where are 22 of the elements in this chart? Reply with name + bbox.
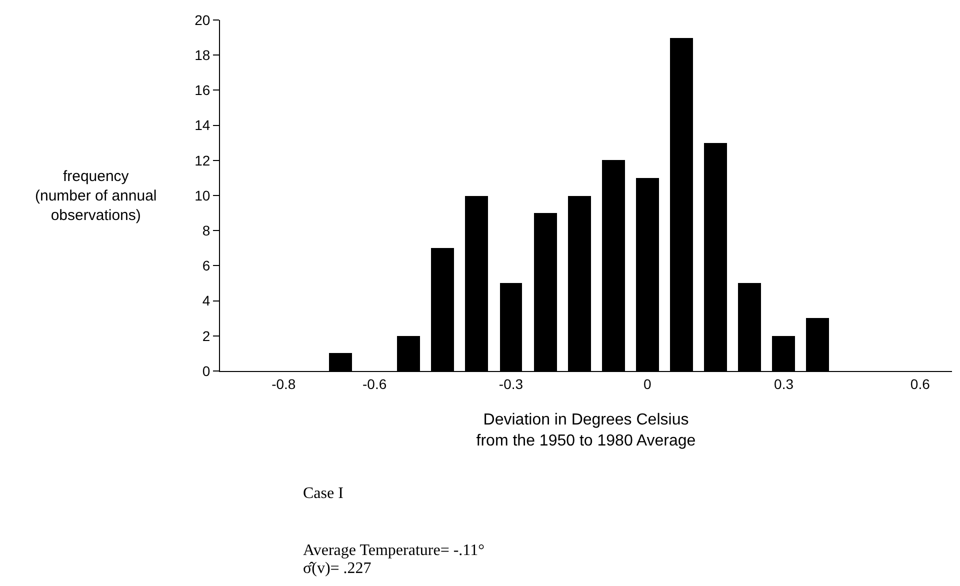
y-tick-label: 8	[202, 222, 210, 238]
text: Average Temperature= -.11°	[303, 542, 484, 559]
y-tick-label: 0	[202, 362, 210, 379]
y-tick-label: 14	[194, 117, 210, 134]
text: σ̂(v)= .227	[303, 560, 372, 577]
y-tick-label: 10	[194, 187, 210, 204]
x-tick-label: 0.6	[910, 376, 930, 392]
y-tick-label: 4	[202, 292, 210, 309]
y-tick-label: 18	[194, 47, 210, 63]
x-axis-title: Deviation in Degrees Celsius from the 1950 to 1980 Average	[476, 412, 696, 450]
text: Case I	[303, 485, 344, 502]
x-tick-label: -0.6	[362, 376, 387, 392]
y-axis-title: frequency (number of annual observations)	[35, 168, 157, 224]
x-tick-label: 0	[643, 376, 652, 392]
y-tick-label: 6	[202, 258, 210, 274]
y-tick-label: 16	[194, 82, 210, 98]
x-tick-label: 0.3	[774, 376, 794, 392]
y-tick-label: 2	[202, 328, 210, 344]
y-tick-label: 12	[194, 152, 210, 168]
x-tick-label: -0.8	[272, 376, 296, 392]
x-tick-label: -0.3	[498, 376, 524, 392]
y-tick-label: 20	[194, 12, 210, 28]
